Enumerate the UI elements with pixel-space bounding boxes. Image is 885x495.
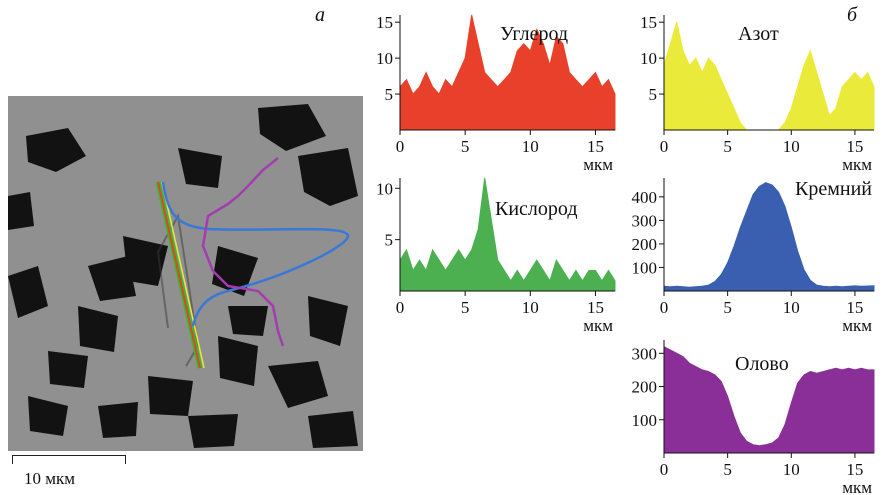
chart-4-y-tick-label: 300 (632, 211, 658, 230)
chart-1-y-tick-label: 15 (376, 13, 393, 32)
chart-2-x-label: мкм (842, 155, 872, 174)
chart-5: 0 5 10 15 100 200 300 мкм Олово (632, 340, 875, 495)
chart-3-title: Кислород (495, 198, 578, 220)
silicon-profile-overlay (161, 181, 350, 327)
chart-2-x-tick-label: 10 (783, 137, 800, 156)
chart-2-y-tick-label: 10 (640, 49, 657, 68)
chart-1-x-tick-label: 5 (461, 137, 470, 156)
chart-3-y-tick-label: 10 (376, 179, 393, 198)
micrograph (8, 96, 363, 451)
chart-1-x-tick-label: 10 (522, 137, 539, 156)
chart-2-y-tick-label: 5 (649, 85, 658, 104)
chart-5-x-tick-label: 10 (783, 460, 800, 479)
chart-3-series-area (399, 177, 616, 292)
chart-4-x-tick-label: 5 (723, 298, 732, 317)
chart-4-x-tick-label: 0 (660, 298, 669, 317)
chart-3-x-tick-label: 10 (522, 298, 539, 317)
chart-5-y-tick-label: 200 (632, 378, 658, 397)
chart-3-x-label: мкм (583, 316, 613, 335)
chart-5-series-area (663, 345, 875, 454)
panel-label-b: б (847, 4, 858, 26)
chart-5-x-tick-label: 0 (660, 460, 669, 479)
chart-5-x-tick-label: 5 (723, 460, 732, 479)
chart-3-x-tick-label: 15 (587, 298, 604, 317)
chart-3-x-tick-label: 5 (461, 298, 470, 317)
chart-5-title: Олово (735, 353, 789, 375)
chart-4-x-label: мкм (842, 316, 872, 335)
chart-4-series-area (663, 182, 875, 292)
chart-2-y-tick-label: 15 (640, 13, 657, 32)
scale-bar (12, 455, 126, 464)
chart-2-x-tick-label: 5 (723, 137, 732, 156)
chart-4-y-tick-label: 400 (632, 188, 658, 207)
chart-5-x-label: мкм (842, 478, 872, 495)
chart-5-y-tick-label: 300 (632, 344, 658, 363)
chart-4-x-tick-label: 15 (846, 298, 863, 317)
chart-5-y-tick-label: 100 (632, 411, 658, 430)
panel-label-a: а (315, 4, 325, 26)
chart-1-x-tick-label: 15 (587, 137, 604, 156)
chart-1-y-tick-label: 5 (385, 85, 394, 104)
chart-4-x-tick-label: 10 (783, 298, 800, 317)
chart-4: 0 5 10 15 100 200 300 400 мкм Кремний (632, 178, 875, 335)
chart-1-title: Углерод (500, 23, 568, 45)
micrograph-image (8, 96, 363, 451)
chart-1-y-tick-label: 10 (376, 49, 393, 68)
chart-2-title: Азот (738, 23, 779, 45)
scale-bar-label: 10 мкм (24, 469, 76, 488)
chart-4-y-tick-label: 200 (632, 235, 658, 254)
chart-2-x-tick-label: 15 (846, 137, 863, 156)
chart-1-x-tick-label: 0 (396, 137, 405, 156)
tin-profile-overlay (201, 157, 285, 347)
chart-1-series-area (399, 14, 616, 131)
chart-3-y-tick-label: 5 (385, 231, 394, 250)
chart-4-title: Кремний (795, 178, 872, 200)
chart-1-x-label: мкм (583, 155, 613, 174)
dark-grains (8, 104, 358, 448)
chart-3-x-tick-label: 0 (396, 298, 405, 317)
chart-2-x-tick-label: 0 (660, 137, 669, 156)
chart-4-y-tick-label: 100 (632, 258, 658, 277)
chart-3: 0 5 10 15 5 10 мкм Кислород (376, 177, 616, 335)
chart-5-x-tick-label: 15 (846, 460, 863, 479)
